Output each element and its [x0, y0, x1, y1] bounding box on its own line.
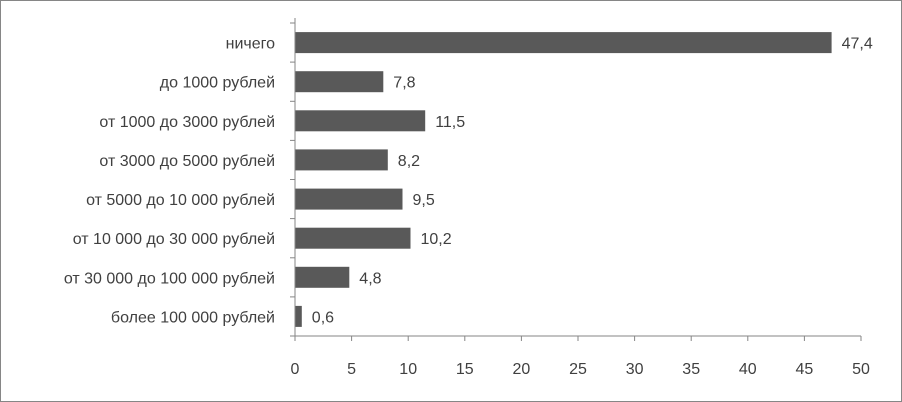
category-label: от 30 000 до 100 000 рублей [64, 270, 275, 287]
value-label: 11,5 [435, 114, 465, 131]
x-tick-label: 50 [852, 361, 870, 378]
value-label: 8,2 [398, 153, 420, 170]
bars-layer [295, 32, 832, 327]
value-label: 4,8 [359, 270, 381, 287]
axes-layer [290, 18, 862, 341]
x-tick-label: 25 [569, 361, 587, 378]
labels-layer: ничего 47,4 до 1000 рублей 7,8 от 1000 до 30… [64, 36, 873, 378]
category-label: от 1000 до 3000 рублей [99, 114, 275, 131]
category-label: от 10 000 до 30 000 рублей [73, 231, 275, 248]
category-label: от 3000 до 5000 рублей [99, 153, 275, 170]
bar [295, 149, 388, 171]
bar [295, 266, 350, 288]
x-tick-label: 30 [626, 361, 644, 378]
x-tick-label: 40 [739, 361, 757, 378]
bar [295, 188, 403, 210]
category-label: более 100 000 рублей [111, 309, 275, 326]
bar [295, 71, 384, 93]
x-tick-label: 5 [347, 361, 356, 378]
bar [295, 110, 426, 132]
category-label: до 1000 рублей [160, 75, 275, 92]
category-label: ничего [226, 36, 275, 53]
value-label: 10,2 [421, 231, 452, 248]
x-tick-label: 20 [513, 361, 531, 378]
x-tick-label: 10 [399, 361, 417, 378]
category-label: от 5000 до 10 000 рублей [86, 192, 275, 209]
bar [295, 227, 411, 249]
bar [295, 305, 302, 327]
x-tick-label: 15 [456, 361, 474, 378]
value-label: 47,4 [842, 36, 873, 53]
value-label: 0,6 [312, 309, 334, 326]
value-label: 9,5 [413, 192, 435, 209]
x-tick-label: 35 [682, 361, 700, 378]
x-tick-label: 45 [796, 361, 814, 378]
value-label: 7,8 [393, 75, 415, 92]
bar [295, 32, 832, 54]
x-tick-label: 0 [291, 361, 300, 378]
